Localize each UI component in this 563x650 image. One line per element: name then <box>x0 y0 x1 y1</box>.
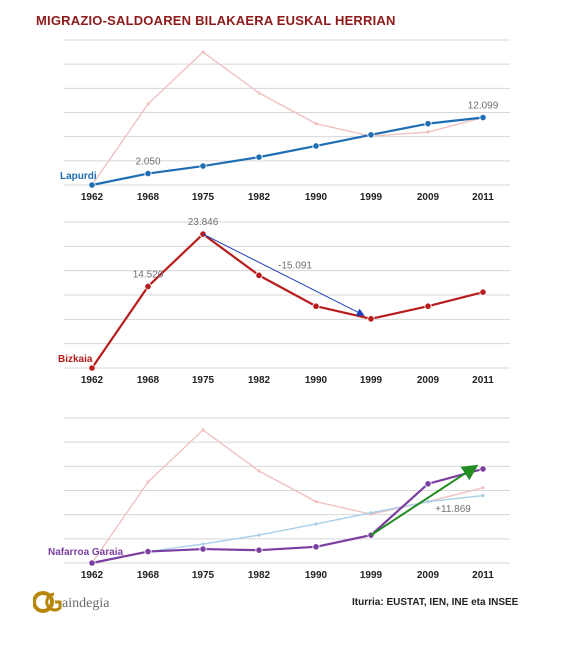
x-tick-label: 2011 <box>472 570 494 581</box>
data-point <box>88 181 96 189</box>
data-point-faded <box>257 533 261 537</box>
series-line-faded <box>91 51 484 186</box>
data-label: 12.099 <box>468 101 499 112</box>
chart-panel-nafarroa: 1962 1968 1975 1982 1990 1999 2009 2011 Nafarroa… <box>48 417 510 581</box>
annotation-label: -15.091 <box>278 260 312 271</box>
x-tick-label: 2011 <box>472 192 494 203</box>
data-point <box>144 169 152 178</box>
logo-g-icon <box>45 592 62 612</box>
annotation-arrow <box>202 233 365 316</box>
data-point <box>479 113 487 122</box>
chart-panel-lapurdi: 1962 1968 1975 1982 1990 1999 2009 2011 Lapurdi 2… <box>60 39 510 203</box>
data-point <box>199 162 207 170</box>
data-point <box>88 364 96 372</box>
x-tick-label: 2009 <box>417 375 440 386</box>
series-line-nafarroa <box>91 467 484 565</box>
data-point-faded <box>257 469 261 473</box>
x-tick-label: 2011 <box>472 375 494 386</box>
x-tick-label: 1962 <box>81 570 104 581</box>
series-line-lapurdi <box>91 116 484 187</box>
data-point-faded <box>426 130 430 134</box>
data-point-faded <box>426 500 430 504</box>
data-point <box>479 288 487 296</box>
data-point <box>255 271 263 279</box>
x-tick-label: 1968 <box>137 192 160 203</box>
data-point <box>312 543 320 551</box>
data-point <box>144 282 152 291</box>
x-tick-label: 1975 <box>192 570 215 581</box>
logo-text: aindegia <box>62 596 110 611</box>
data-point-faded <box>314 500 318 504</box>
series-label: Nafarroa Garaia <box>48 547 123 558</box>
data-point-faded <box>201 542 205 546</box>
data-point-faded <box>314 122 318 126</box>
x-tick-label: 1968 <box>137 570 160 581</box>
x-tick-label: 1999 <box>360 570 383 581</box>
annotation-arrow <box>370 464 479 536</box>
gaindegia-logo <box>33 591 62 613</box>
data-label: 23.846 <box>188 217 219 228</box>
x-tick-label: 1982 <box>248 375 271 386</box>
x-tick-label: 1990 <box>305 570 328 581</box>
data-point <box>367 315 375 323</box>
data-point-faded <box>481 493 485 498</box>
x-tick-label: 1975 <box>192 192 215 203</box>
annotation-label: +11.869 <box>435 504 471 515</box>
x-tick-label: 1999 <box>360 192 383 203</box>
data-point <box>88 559 96 567</box>
data-point-faded <box>146 102 150 106</box>
x-tick-label: 1962 <box>81 192 104 203</box>
chart-title: MIGRAZIO-SALDOAREN BILAKAERA EUSKAL HERR… <box>36 13 396 28</box>
x-tick-label: 1975 <box>192 375 215 386</box>
data-point-faded <box>314 522 318 526</box>
data-point-faded <box>369 511 373 515</box>
data-point-faded <box>481 486 485 490</box>
data-point <box>424 480 432 488</box>
x-tick-label: 1999 <box>360 375 383 386</box>
chart-panel-bizkaia: 1962 1968 1975 1982 1990 1999 2009 2011 Bizkaia 1… <box>58 217 510 386</box>
data-point <box>424 120 432 128</box>
data-point <box>367 131 375 139</box>
data-point <box>424 302 432 310</box>
data-point-faded <box>257 91 261 95</box>
x-tick-label: 1990 <box>305 192 328 203</box>
x-tick-label: 1968 <box>137 375 160 386</box>
x-tick-label: 2009 <box>417 192 440 203</box>
data-label: 14.520 <box>133 269 164 280</box>
x-tick-label: 1990 <box>305 375 328 386</box>
data-point <box>255 546 263 554</box>
series-label: Lapurdi <box>60 171 97 182</box>
series-label: Bizkaia <box>58 354 93 365</box>
x-tick-label: 2009 <box>417 570 440 581</box>
data-point <box>144 547 152 556</box>
data-point <box>312 142 320 150</box>
series-line-bizkaia <box>91 232 484 369</box>
source-note: Iturria: EUSTAT, IEN, INE eta INSEE <box>352 597 519 608</box>
data-point-faded <box>201 50 205 54</box>
x-tick-label: 1982 <box>248 192 271 203</box>
data-point <box>199 545 207 553</box>
data-point-faded <box>146 480 150 484</box>
series-line-faded <box>91 429 484 564</box>
data-point <box>255 153 263 161</box>
data-label: 2.050 <box>135 157 160 168</box>
x-tick-label: 1962 <box>81 375 104 386</box>
data-point <box>312 302 320 310</box>
data-point-faded <box>201 428 205 432</box>
logo-mark-icon <box>33 591 54 613</box>
x-tick-label: 1982 <box>248 570 271 581</box>
data-point <box>479 465 487 473</box>
